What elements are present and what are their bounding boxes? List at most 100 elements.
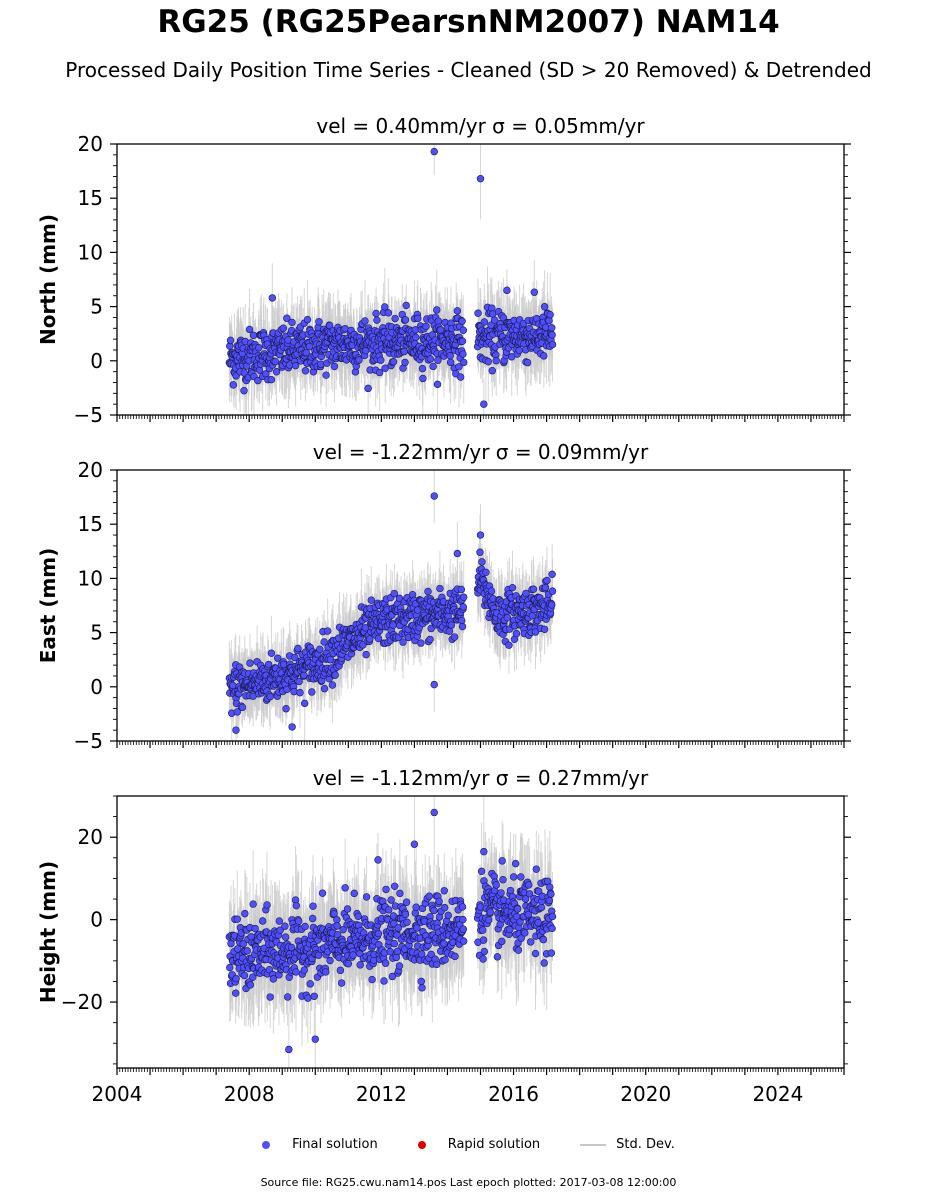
final-solution-point	[283, 993, 292, 1001]
final-solution-point	[412, 333, 420, 342]
final-solution-point	[254, 344, 263, 352]
final-solution-point	[276, 926, 284, 934]
final-solution-point	[292, 901, 301, 910]
final-solution-point	[320, 684, 329, 693]
final-solution-point	[515, 346, 523, 355]
final-solution-point	[288, 723, 296, 731]
final-solution-point	[433, 380, 442, 389]
final-solution-point	[401, 358, 409, 367]
final-solution-point	[460, 593, 468, 601]
final-solution-point	[233, 708, 241, 716]
final-solution-point	[362, 893, 371, 901]
final-solution-point	[295, 917, 303, 925]
final-solution-point	[366, 635, 374, 643]
final-solution-point	[266, 692, 274, 701]
final-solution-point	[251, 924, 259, 933]
final-solution-point	[453, 549, 462, 558]
final-solution-point	[240, 971, 249, 980]
final-solution-point	[445, 627, 454, 635]
final-solution-point	[274, 654, 282, 662]
final-solution-point	[548, 601, 556, 609]
final-solution-point	[292, 968, 300, 976]
final-solution-points-0	[225, 147, 557, 408]
final-solution-point	[374, 929, 383, 938]
final-solution-point	[337, 979, 346, 987]
final-solution-point	[291, 361, 300, 370]
final-solution-point	[372, 309, 380, 318]
final-solution-point	[361, 317, 369, 325]
final-solution-point	[476, 531, 485, 539]
final-solution-point	[344, 960, 353, 968]
final-solution-point	[505, 641, 513, 649]
final-solution-points-2	[225, 808, 557, 1054]
final-solution-point	[418, 364, 427, 373]
final-solution-point	[480, 400, 488, 408]
final-solution-point	[430, 492, 438, 500]
y-tick-label: 10	[78, 240, 103, 264]
final-solution-point	[530, 288, 538, 296]
final-solution-point	[546, 311, 554, 319]
final-solution-point	[239, 940, 247, 948]
final-solution-point	[430, 680, 438, 689]
y-tick-label: 20	[78, 458, 103, 482]
final-solution-point	[272, 368, 281, 376]
final-solution-point	[226, 963, 234, 972]
final-solution-point	[317, 360, 325, 368]
final-solution-point	[456, 373, 465, 381]
final-solution-point	[295, 677, 303, 686]
y-tick-label: 20	[78, 132, 103, 156]
final-solution-point	[478, 558, 486, 566]
final-solution-point	[308, 688, 316, 696]
y-tick-label: 5	[90, 621, 103, 645]
final-solution-point	[343, 905, 352, 913]
final-solution-point	[400, 347, 408, 356]
final-solution-point	[258, 917, 267, 925]
final-solution-point	[426, 635, 434, 644]
final-solution-point	[318, 889, 327, 897]
final-solution-point	[249, 331, 258, 340]
final-solution-point	[450, 633, 459, 641]
final-solution-point	[395, 594, 404, 603]
final-solution-point	[522, 589, 530, 598]
final-solution-point	[322, 968, 330, 976]
final-solution-point	[350, 889, 358, 898]
final-solution-point	[422, 322, 430, 331]
final-solution-point	[268, 294, 277, 302]
final-solution-point	[382, 885, 390, 894]
final-solution-point	[480, 318, 489, 326]
final-solution-point	[304, 994, 312, 1002]
final-solution-point	[447, 621, 456, 629]
chart-subtitle: Processed Daily Position Time Series - C…	[65, 58, 872, 82]
final-solution-point	[301, 922, 309, 931]
final-solution-point	[331, 671, 339, 679]
y-tick-label: 0	[90, 349, 103, 373]
final-solution-point	[367, 596, 376, 604]
final-solution-point	[333, 916, 341, 924]
final-solution-point	[508, 583, 517, 592]
final-solution-point	[288, 318, 296, 327]
final-solution-point	[523, 358, 532, 367]
final-solution-point	[377, 356, 385, 364]
final-solution-point	[294, 644, 302, 653]
final-solution-point	[364, 384, 372, 393]
final-solution-point	[548, 331, 556, 339]
y-tick-label: 15	[78, 512, 103, 536]
final-solution-point	[490, 316, 499, 324]
y-tick-label: 5	[90, 295, 103, 319]
final-solution-point	[249, 900, 257, 908]
final-solution-point	[419, 374, 427, 383]
final-solution-point	[540, 303, 549, 311]
final-solution-point	[433, 306, 441, 314]
final-solution-point	[548, 340, 557, 349]
final-solution-point	[283, 314, 291, 322]
y-tick-label: 15	[78, 186, 103, 210]
final-solution-point	[240, 387, 248, 395]
final-solution-point	[290, 687, 298, 696]
final-solution-point	[263, 901, 271, 909]
final-solution-point	[361, 624, 370, 632]
final-solution-point	[302, 348, 310, 357]
final-solution-point	[341, 884, 349, 892]
final-solution-point	[487, 321, 495, 329]
final-solution-point	[390, 589, 399, 598]
final-solution-point	[226, 336, 235, 345]
